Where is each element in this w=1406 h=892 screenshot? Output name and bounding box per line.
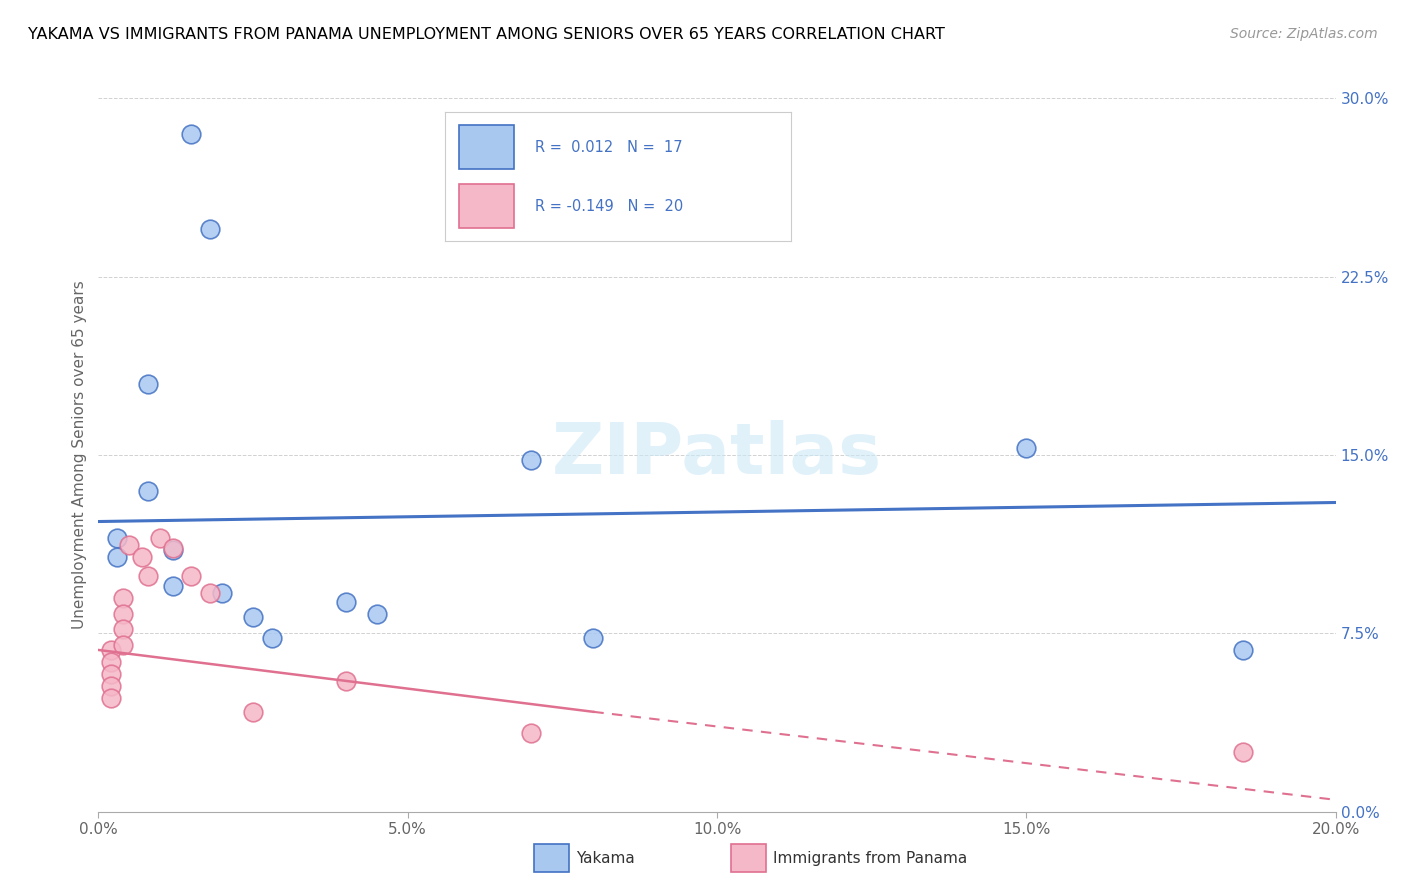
Text: Source: ZipAtlas.com: Source: ZipAtlas.com — [1230, 27, 1378, 41]
Point — [136, 569, 159, 583]
Point — [582, 631, 605, 645]
Point — [198, 586, 221, 600]
Point — [198, 222, 221, 236]
Point — [136, 483, 159, 498]
Point — [100, 655, 122, 669]
Point — [136, 376, 159, 391]
Point — [180, 569, 202, 583]
Point — [520, 726, 543, 740]
Point — [162, 579, 184, 593]
Y-axis label: Unemployment Among Seniors over 65 years: Unemployment Among Seniors over 65 years — [72, 281, 87, 629]
Point — [211, 586, 233, 600]
Point — [162, 541, 184, 555]
Point — [112, 638, 135, 652]
Point — [242, 609, 264, 624]
Point — [105, 550, 128, 565]
Point — [335, 595, 357, 609]
Point — [260, 631, 283, 645]
Point — [105, 531, 128, 545]
Point — [100, 679, 122, 693]
Text: Immigrants from Panama: Immigrants from Panama — [773, 851, 967, 865]
Point — [1232, 643, 1254, 657]
Point — [100, 690, 122, 705]
Point — [131, 550, 153, 565]
Point — [100, 666, 122, 681]
Point — [149, 531, 172, 545]
Point — [162, 543, 184, 558]
Text: YAKAMA VS IMMIGRANTS FROM PANAMA UNEMPLOYMENT AMONG SENIORS OVER 65 YEARS CORREL: YAKAMA VS IMMIGRANTS FROM PANAMA UNEMPLO… — [28, 27, 945, 42]
Point — [180, 127, 202, 141]
Point — [520, 452, 543, 467]
Point — [112, 622, 135, 636]
Point — [1232, 745, 1254, 759]
Point — [242, 705, 264, 719]
Point — [112, 591, 135, 605]
Point — [100, 643, 122, 657]
Point — [118, 538, 141, 552]
Point — [366, 607, 388, 622]
Point — [1015, 441, 1038, 455]
Text: ZIPatlas: ZIPatlas — [553, 420, 882, 490]
Text: Yakama: Yakama — [576, 851, 636, 865]
Point — [335, 673, 357, 688]
Point — [112, 607, 135, 622]
